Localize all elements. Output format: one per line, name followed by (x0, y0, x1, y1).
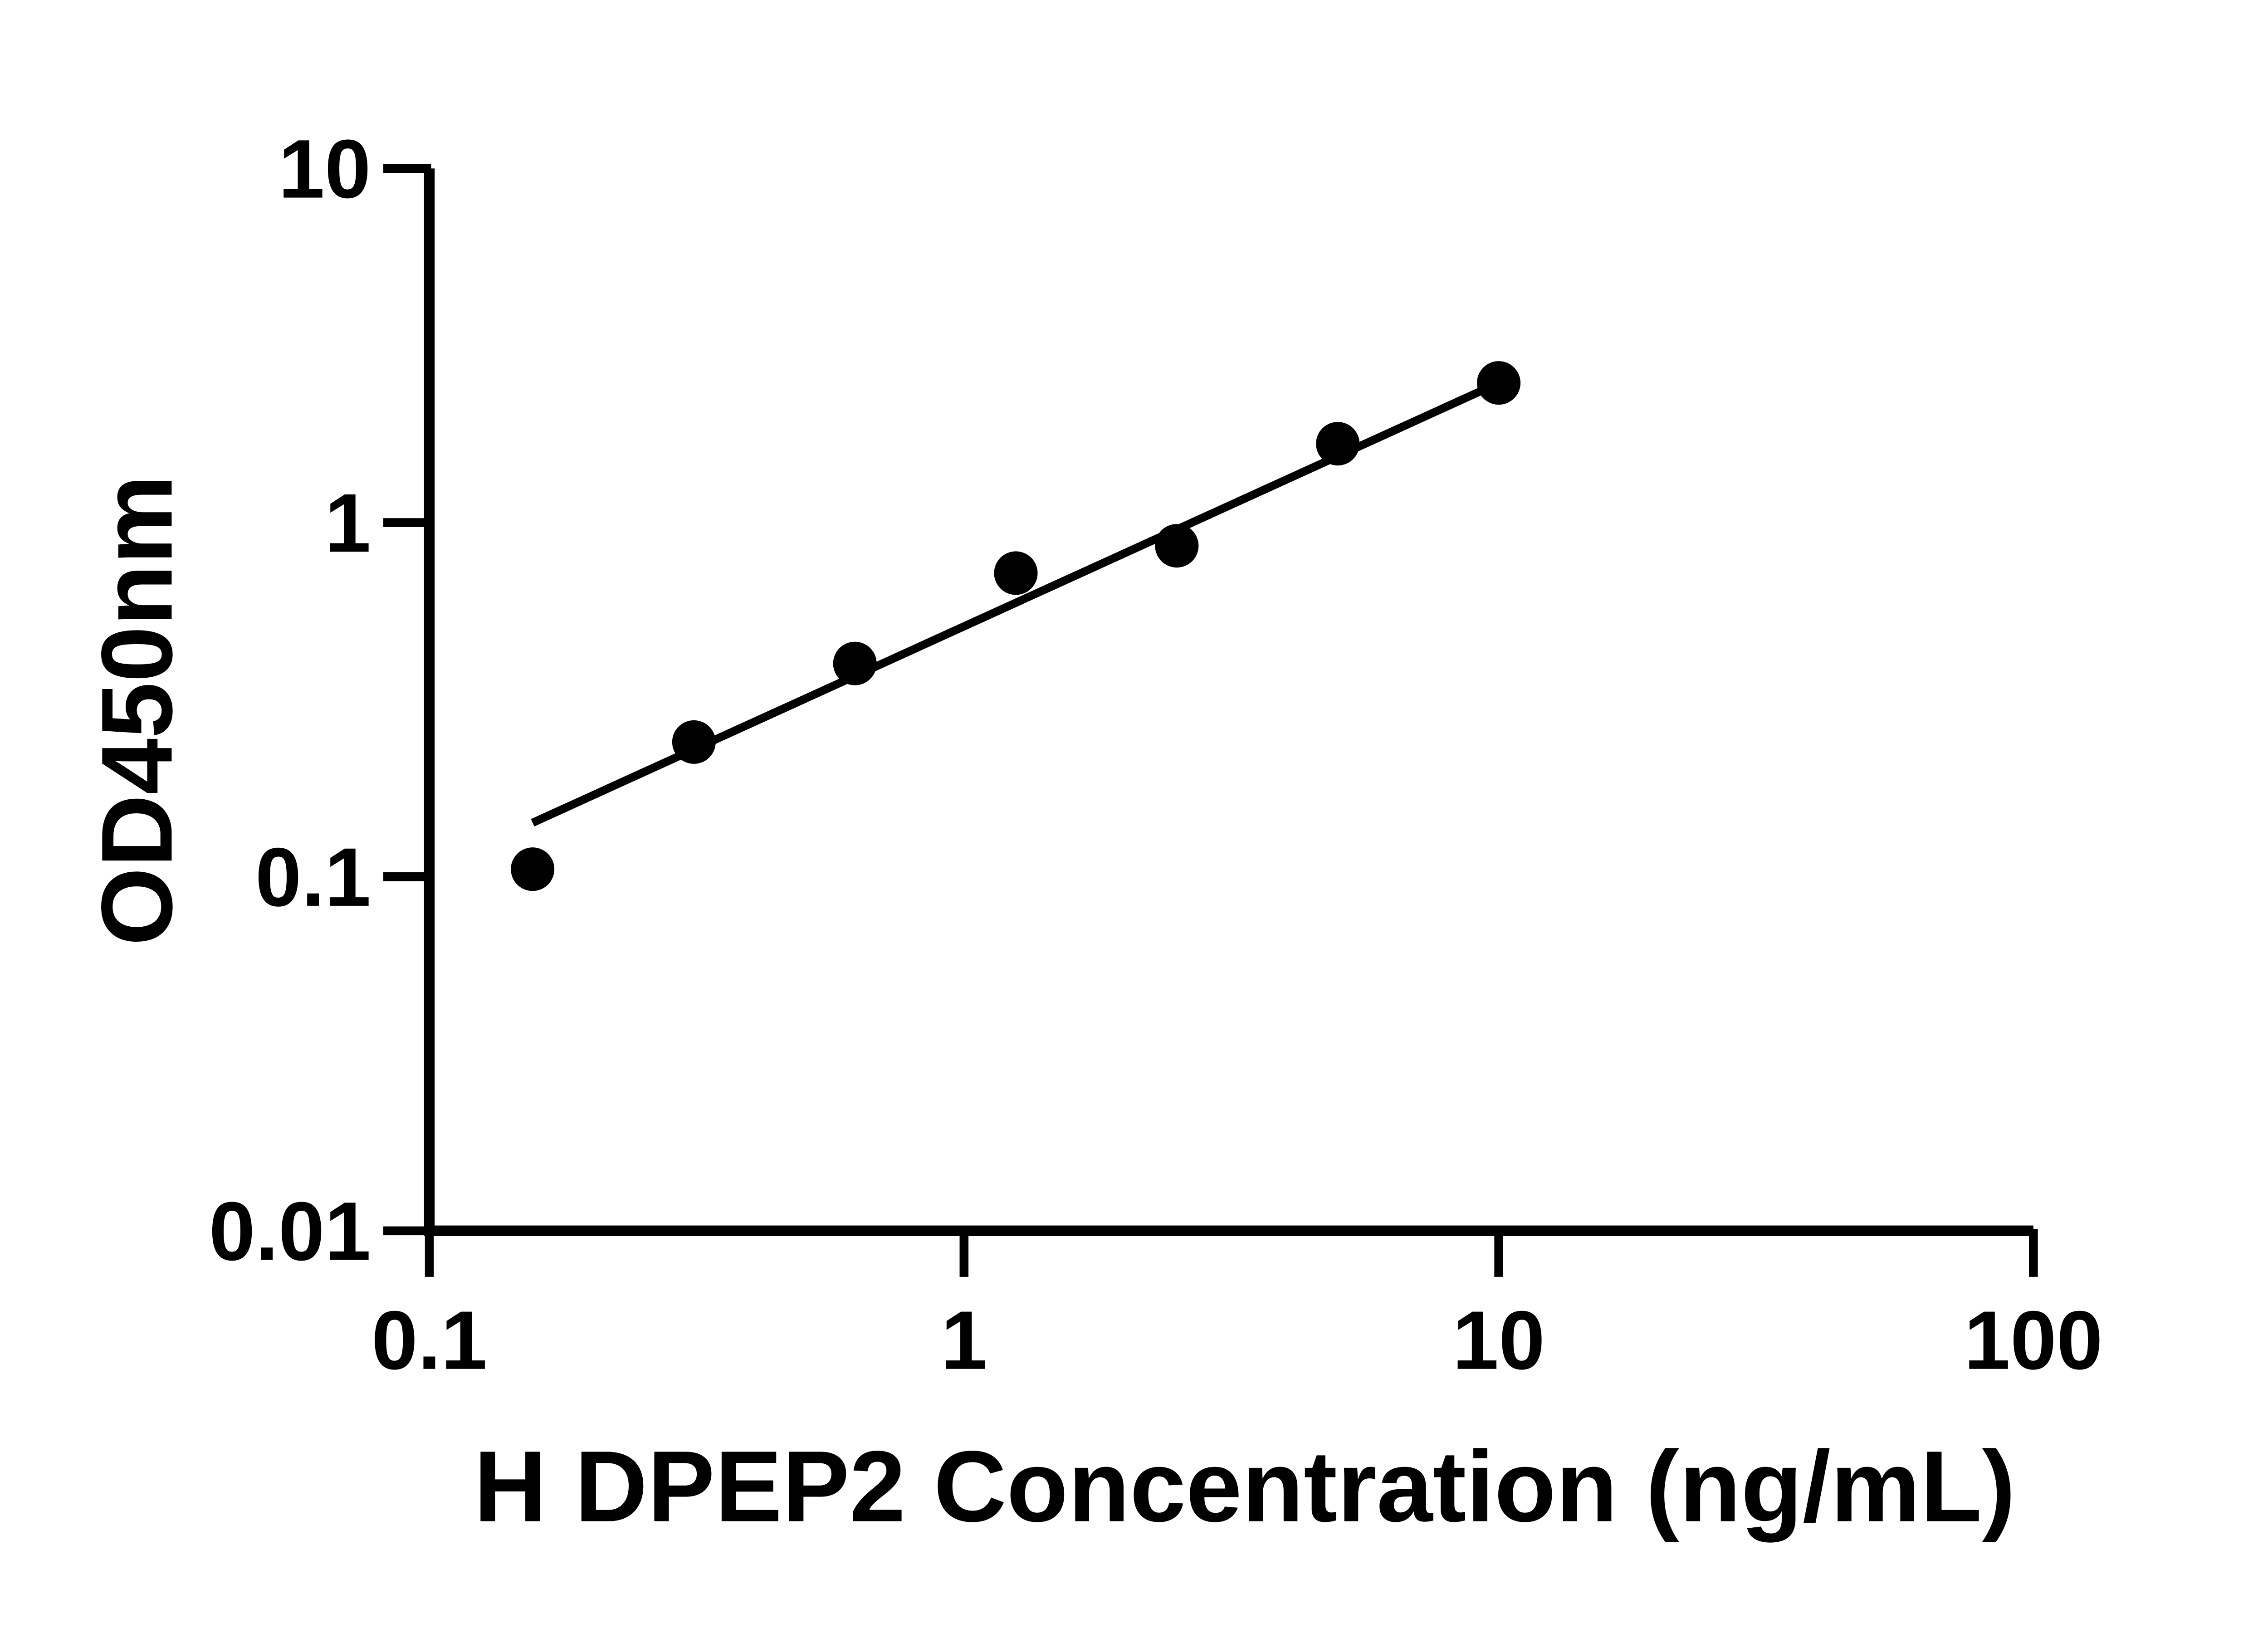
x-tick-label: 10 (1452, 1294, 1545, 1387)
data-point (833, 641, 877, 685)
x-tick-label: 1 (941, 1294, 987, 1387)
data-point (1155, 524, 1199, 568)
axis-spines (424, 168, 2033, 1237)
x-tick-label: 0.1 (371, 1294, 487, 1387)
data-point (1477, 361, 1521, 405)
data-point (1316, 422, 1360, 466)
y-axis-title: OD450nm (81, 475, 193, 946)
data-points-group (511, 361, 1521, 891)
data-point (994, 551, 1038, 595)
y-tick-label: 10 (279, 122, 371, 215)
x-tick-label: 100 (1964, 1294, 2103, 1387)
y-tick-label: 1 (325, 476, 371, 569)
data-point (672, 720, 716, 764)
axis-ticks (383, 164, 2038, 1277)
y-tick-label: 0.1 (255, 831, 371, 924)
data-point (511, 847, 555, 891)
y-tick-label: 0.01 (209, 1185, 371, 1278)
x-axis-title: H DPEP2 Concentration (ng/mL) (474, 1430, 2015, 1543)
